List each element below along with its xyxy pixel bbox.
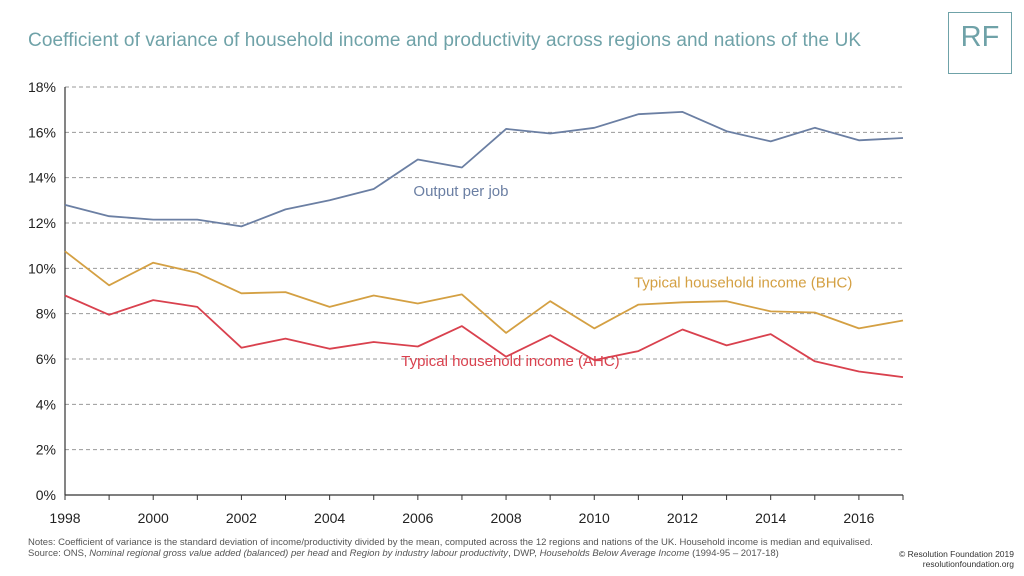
y-tick-label: 16% [28, 124, 56, 140]
x-tick-label: 2000 [138, 510, 169, 526]
rf-logo: RF [948, 12, 1012, 74]
y-axis: 0% 2% 4% 6% 8% 10% 12% 14% 16% 18% [28, 79, 66, 503]
credit-copyright: © Resolution Foundation 2019 [899, 549, 1014, 559]
notes-text-1: Notes: Coefficient of variance is the st… [28, 537, 873, 559]
x-tick-label: 2002 [226, 510, 257, 526]
y-tick-label: 8% [36, 306, 56, 322]
gridlines [65, 86, 903, 451]
y-tick-label: 4% [36, 396, 56, 412]
y-tick-label: 10% [28, 260, 56, 276]
series-line-1 [64, 111, 904, 228]
series-line-2 [64, 250, 904, 334]
y-tick-label: 0% [36, 487, 56, 503]
x-tick-label: 2004 [314, 510, 345, 526]
x-tick-label: 2014 [755, 510, 786, 526]
x-axis: 1998 2000 2002 2004 2006 2008 2010 2012 2014 2016 [49, 494, 904, 526]
x-tick-label: 1998 [49, 510, 80, 526]
y-tick-label: 6% [36, 351, 56, 367]
y-tick-label: 18% [28, 79, 56, 95]
y-tick-label: 14% [28, 170, 56, 186]
x-tick-label: 2008 [490, 510, 521, 526]
series-label-2: Typical household income (BHC) [634, 275, 852, 292]
series-label-3: Typical household income (AHC) [401, 353, 619, 370]
series-line-3 [64, 294, 904, 378]
notes-source-3: Households Below Average Income [539, 548, 690, 559]
series-labels: Output per job Typical household income (… [401, 183, 852, 370]
line-chart: 0% 2% 4% 6% 8% 10% 12% 14% 16% 18% 1998 2000 2002 20… [28, 79, 904, 526]
series-label-1: Output per job [413, 183, 508, 200]
notes-text-2: (1994-95 – 2017-18) [689, 548, 779, 559]
x-tick-label: 2012 [667, 510, 698, 526]
y-tick-label: 2% [36, 442, 56, 458]
chart-title: Coefficient of variance of household inc… [28, 30, 862, 51]
notes-sep: , DWP, [508, 548, 540, 559]
chart-notes: Notes: Coefficient of variance is the st… [28, 537, 888, 559]
notes-source-2: Region by industry labour productivity [349, 548, 509, 559]
credit: © Resolution Foundation 2019 resolutionf… [899, 549, 1014, 569]
notes-source-1: Nominal regional gross value added (bala… [89, 548, 329, 559]
x-tick-label: 2016 [843, 510, 874, 526]
x-tick-label: 2010 [579, 510, 610, 526]
x-tick-label: 2006 [402, 510, 433, 526]
y-tick-label: 12% [28, 215, 56, 231]
credit-url: resolutionfoundation.org [922, 559, 1014, 569]
series-lines [64, 111, 904, 378]
notes-and: and [328, 548, 350, 559]
